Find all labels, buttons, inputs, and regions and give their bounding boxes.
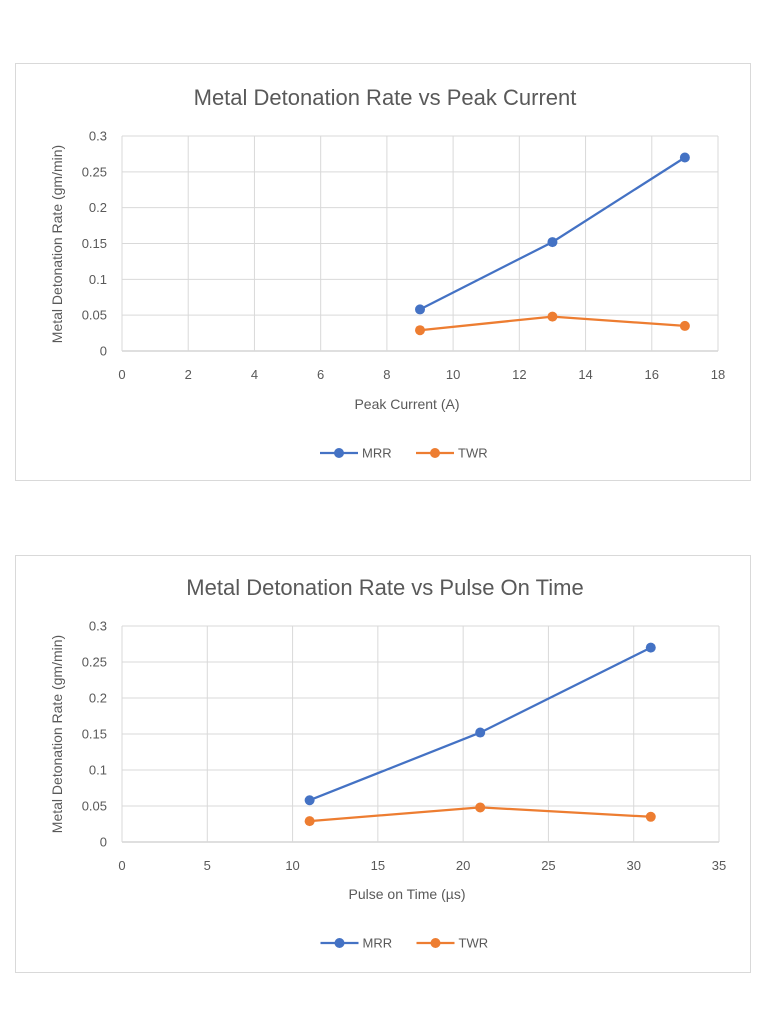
- x-tick-label: 6: [317, 367, 324, 382]
- y-tick-label: 0.3: [89, 619, 107, 634]
- data-point-twr: [645, 811, 656, 822]
- y-tick-label: 0.25: [82, 164, 107, 179]
- y-axis-title: Metal Detonation Rate (gm/min): [49, 635, 65, 833]
- y-tick-label: 0.3: [89, 129, 107, 144]
- legend-entry-mrr: MRR: [320, 446, 392, 461]
- x-tick-label: 0: [118, 858, 125, 873]
- data-point-mrr: [547, 237, 558, 248]
- x-tick-label: 8: [383, 367, 390, 382]
- chart-peak-current: Metal Detonation Rate vs Peak Current Pe…: [15, 63, 751, 481]
- x-tick-label: 35: [712, 858, 726, 873]
- legend-label: TWR: [459, 936, 489, 951]
- data-point-twr: [475, 802, 486, 813]
- x-axis-title: Peak Current (A): [354, 396, 459, 412]
- chart-pulse-on-time-svg: Metal Detonation Rate vs Pulse On Time P…: [49, 575, 726, 951]
- data-point-mrr: [645, 642, 656, 653]
- legend-label: MRR: [363, 936, 393, 951]
- legend-entry-twr: TWR: [416, 936, 489, 951]
- y-tick-label: 0.2: [89, 691, 107, 706]
- chart-peak-current-svg: Metal Detonation Rate vs Peak Current Pe…: [49, 85, 725, 461]
- x-tick-label: 12: [512, 367, 526, 382]
- y-tick-label: 0.15: [82, 236, 107, 251]
- y-tick-label: 0.15: [82, 727, 107, 742]
- y-tick-label: 0: [100, 344, 107, 359]
- x-tick-label: 30: [626, 858, 640, 873]
- x-tick-label: 14: [578, 367, 592, 382]
- x-tick-label: 16: [645, 367, 659, 382]
- series-line-mrr: [419, 156, 686, 311]
- x-tick-label: 20: [456, 858, 470, 873]
- legend-label: MRR: [362, 446, 392, 461]
- y-tick-label: 0.05: [82, 799, 107, 814]
- data-point-mrr: [679, 152, 690, 163]
- x-tick-label: 10: [446, 367, 460, 382]
- x-tick-label: 18: [711, 367, 725, 382]
- chart-pulse-on-time: Metal Detonation Rate vs Pulse On Time P…: [15, 555, 751, 973]
- x-tick-label: 5: [204, 858, 211, 873]
- legend-label: TWR: [458, 446, 488, 461]
- x-tick-label: 25: [541, 858, 555, 873]
- y-tick-label: 0.1: [89, 272, 107, 287]
- data-point-twr: [304, 816, 315, 827]
- y-tick-label: 0.1: [89, 763, 107, 778]
- chart-title: Metal Detonation Rate vs Pulse On Time: [186, 575, 583, 600]
- y-tick-label: 0.05: [82, 308, 107, 323]
- x-tick-label: 2: [185, 367, 192, 382]
- y-axis-title: Metal Detonation Rate (gm/min): [49, 145, 65, 343]
- legend-swatch-marker: [334, 448, 344, 458]
- data-point-mrr: [475, 727, 486, 738]
- data-point-mrr: [415, 304, 425, 315]
- data-point-twr: [415, 325, 425, 336]
- legend-swatch-marker: [430, 448, 440, 458]
- series-line-mrr: [309, 646, 652, 802]
- data-point-mrr: [304, 795, 315, 806]
- x-tick-label: 4: [251, 367, 258, 382]
- legend-entry-twr: TWR: [416, 446, 488, 461]
- x-axis-title: Pulse on Time (µs): [349, 886, 466, 902]
- legend-entry-mrr: MRR: [320, 936, 393, 951]
- y-tick-label: 0: [100, 835, 107, 850]
- y-tick-label: 0.25: [82, 655, 107, 670]
- x-tick-label: 10: [285, 858, 299, 873]
- x-tick-label: 15: [371, 858, 385, 873]
- x-tick-label: 0: [118, 367, 125, 382]
- legend-swatch-marker: [334, 938, 345, 948]
- legend-swatch-marker: [430, 938, 441, 948]
- y-tick-label: 0.2: [89, 200, 107, 215]
- chart-title: Metal Detonation Rate vs Peak Current: [194, 85, 577, 110]
- data-point-twr: [679, 320, 690, 331]
- data-point-twr: [547, 311, 558, 322]
